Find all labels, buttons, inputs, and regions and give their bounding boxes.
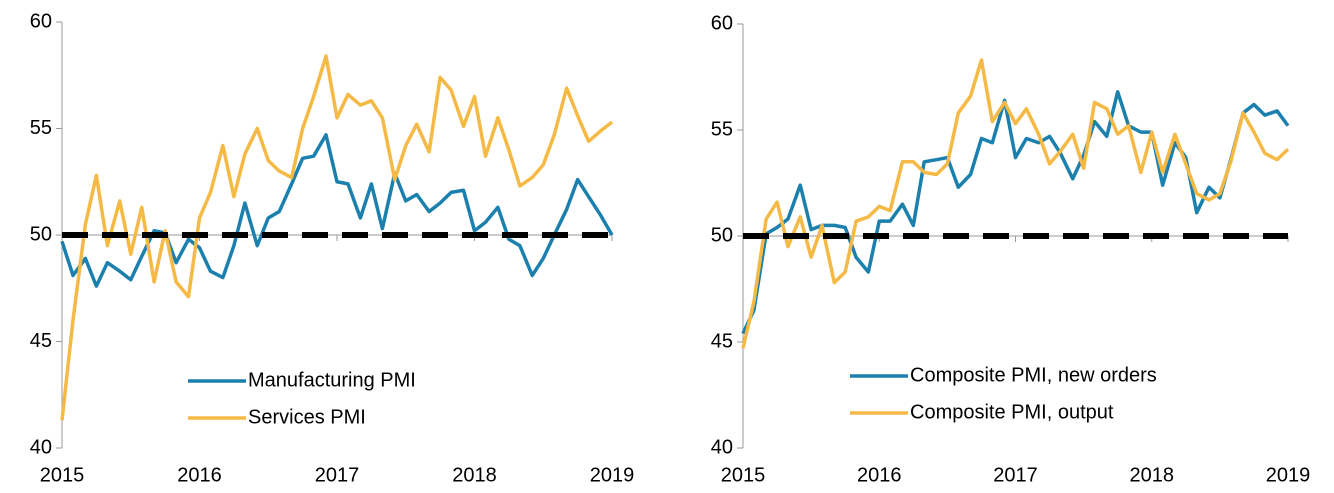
x-tick-label: 2018 (452, 464, 497, 486)
y-tick-label: 40 (30, 436, 52, 458)
x-tick-label: 2017 (993, 464, 1038, 486)
x-tick-label: 2019 (1266, 464, 1311, 486)
y-tick-label: 60 (711, 12, 733, 34)
y-tick-label: 50 (30, 223, 52, 245)
y-tick-label: 55 (711, 118, 733, 140)
legend-label: Manufacturing PMI (248, 369, 416, 391)
series-line (741, 90, 1290, 335)
x-tick-label: 2016 (177, 464, 222, 486)
x-tick-label: 2018 (1130, 464, 1175, 486)
y-tick-label: 45 (711, 330, 733, 352)
y-tick-label: 60 (30, 10, 52, 32)
series-line (60, 133, 614, 288)
legend-label: Composite PMI, output (910, 401, 1114, 423)
x-tick-label: 2015 (721, 464, 766, 486)
x-tick-label: 2016 (857, 464, 902, 486)
y-tick-label: 50 (711, 224, 733, 246)
y-tick-label: 40 (711, 436, 733, 458)
x-tick-label: 2019 (590, 464, 635, 486)
x-tick-label: 2015 (40, 464, 85, 486)
legend-label: Services PMI (248, 406, 366, 428)
series-line (741, 58, 1290, 349)
y-tick-label: 45 (30, 330, 52, 352)
y-tick-label: 55 (30, 117, 52, 139)
legend-label: Composite PMI, new orders (910, 364, 1157, 386)
x-tick-label: 2017 (315, 464, 360, 486)
series-line (60, 54, 614, 421)
